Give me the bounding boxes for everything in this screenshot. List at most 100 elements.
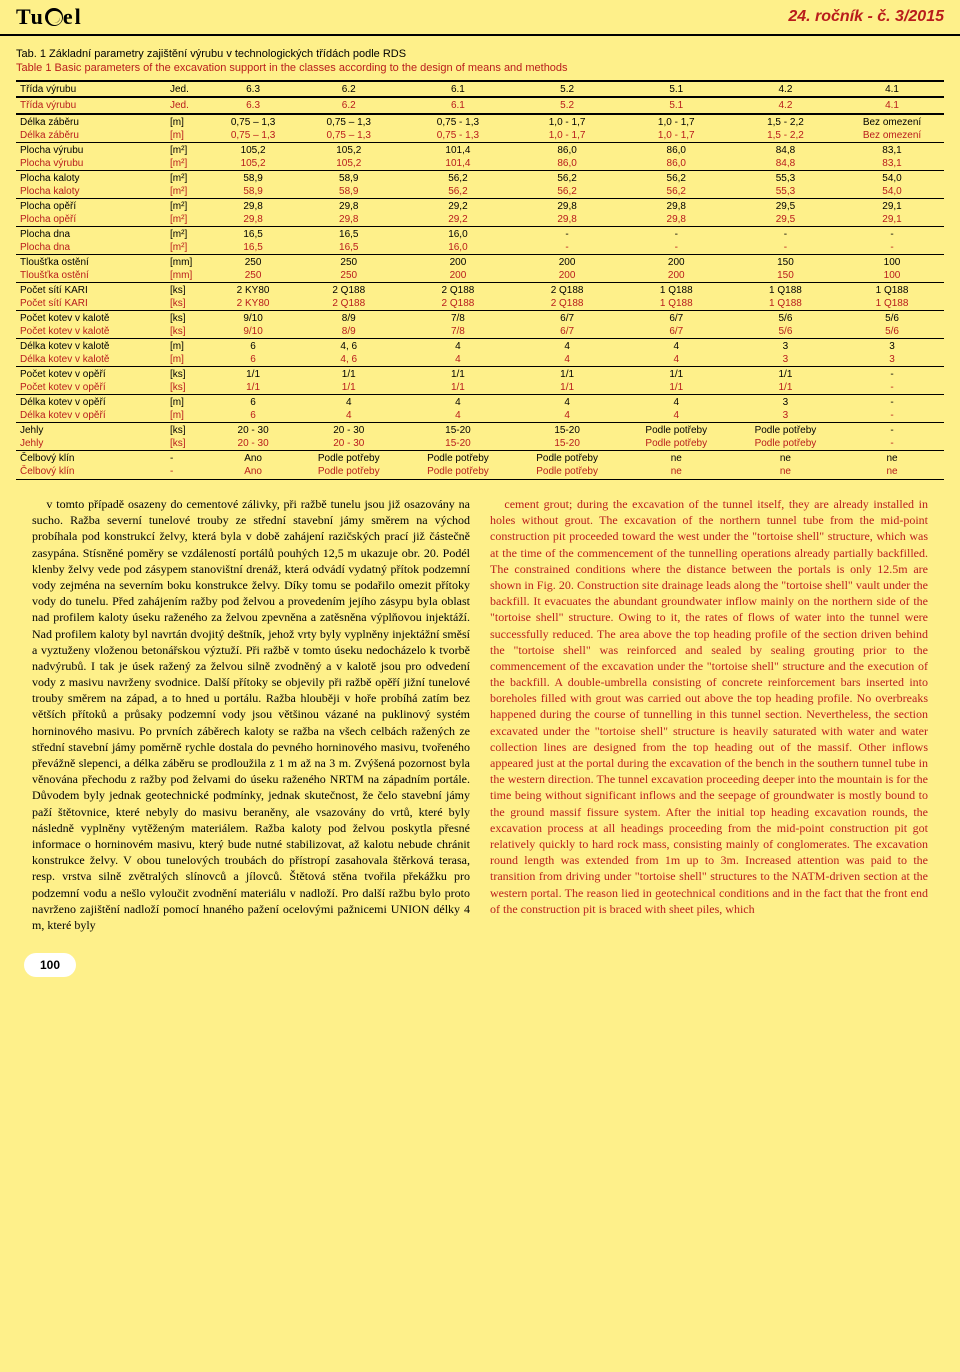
cell: 3	[731, 339, 840, 354]
row-unit-en: [m]	[166, 409, 212, 423]
row-label-cz: Počet kotev v opěří	[16, 367, 166, 382]
row-label-cz: Plocha opěří	[16, 199, 166, 214]
cell: 55,3	[731, 171, 840, 186]
cell: 58,9	[212, 171, 294, 186]
cell: 0,75 – 1,3	[294, 129, 403, 143]
cell: 1 Q188	[731, 297, 840, 311]
cell: 56,2	[403, 171, 512, 186]
cell: Podle potřeby	[513, 451, 622, 466]
row-unit-en: [ks]	[166, 297, 212, 311]
row-unit-en: [ks]	[166, 437, 212, 451]
table-header-col: 6.2	[294, 97, 403, 114]
row-unit-cz: [ks]	[166, 283, 212, 298]
cell: -	[513, 227, 622, 242]
cell: 150	[731, 255, 840, 270]
row-label-cz: Délka záběru	[16, 114, 166, 129]
cell: ne	[731, 451, 840, 466]
cell: 29,8	[513, 199, 622, 214]
cell: 100	[840, 255, 944, 270]
cell: 58,9	[294, 185, 403, 199]
row-unit-cz: -	[166, 451, 212, 466]
cell: 4	[513, 353, 622, 367]
cell: 1/1	[212, 381, 294, 395]
cell: 2 Q188	[513, 283, 622, 298]
cell: 4	[403, 409, 512, 423]
cell: Bez omezení	[840, 114, 944, 129]
cell: -	[731, 241, 840, 255]
cell: 56,2	[622, 171, 731, 186]
cell: 200	[403, 269, 512, 283]
cell: 7/8	[403, 311, 512, 326]
cell: 56,2	[403, 185, 512, 199]
cell: 4	[513, 339, 622, 354]
cell: 4	[403, 395, 512, 410]
cell: 1,0 - 1,7	[513, 114, 622, 129]
cell: 4	[403, 339, 512, 354]
row-label-en: Jehly	[16, 437, 166, 451]
row-label-cz: Počet kotev v kalotě	[16, 311, 166, 326]
cell: 1/1	[622, 367, 731, 382]
cell: 1/1	[403, 367, 512, 382]
row-label-en: Délka záběru	[16, 129, 166, 143]
row-label-cz: Plocha dna	[16, 227, 166, 242]
row-label-en: Počet sítí KARI	[16, 297, 166, 311]
cell: 1/1	[731, 367, 840, 382]
cell: Podle potřeby	[403, 465, 512, 480]
row-unit-en: [m]	[166, 129, 212, 143]
cell: 1 Q188	[622, 297, 731, 311]
page-number: 100	[24, 953, 76, 977]
table-head: Třída výrubuJed.6.36.26.15.25.14.24.1Tří…	[16, 81, 944, 114]
cell: 101,4	[403, 143, 512, 158]
cell: 2 Q188	[513, 297, 622, 311]
cell: Ano	[212, 465, 294, 480]
cell: 6	[212, 339, 294, 354]
cell: ne	[622, 451, 731, 466]
row-unit-cz: [m²]	[166, 143, 212, 158]
cell: 200	[513, 269, 622, 283]
row-label-cz: Plocha kaloty	[16, 171, 166, 186]
row-unit-en: [mm]	[166, 269, 212, 283]
cell: -	[731, 227, 840, 242]
table-header-label: Třída výrubu	[16, 81, 166, 97]
cell: 1/1	[294, 381, 403, 395]
row-label-cz: Počet sítí KARI	[16, 283, 166, 298]
cell: 0,75 – 1,3	[212, 129, 294, 143]
cell: 1/1	[513, 367, 622, 382]
cell: 29,1	[840, 199, 944, 214]
cell: 56,2	[513, 185, 622, 199]
cell: 3	[840, 339, 944, 354]
cell: Bez omezení	[840, 129, 944, 143]
row-unit-cz: [m]	[166, 339, 212, 354]
table-header-col: 6.1	[403, 81, 512, 97]
body-columns: v tomto případě osazeny do cementové zál…	[0, 484, 960, 953]
cell: -	[840, 423, 944, 438]
row-label-cz: Jehly	[16, 423, 166, 438]
logo: Tuel	[16, 4, 83, 30]
row-unit-en: [ks]	[166, 325, 212, 339]
cell: 1,5 - 2,2	[731, 129, 840, 143]
cell: 1/1	[294, 367, 403, 382]
cell: 3	[731, 409, 840, 423]
cell: -	[840, 437, 944, 451]
cell: 4	[622, 353, 731, 367]
cell: 1,0 - 1,7	[513, 129, 622, 143]
cell: 86,0	[622, 157, 731, 171]
cell: 250	[212, 269, 294, 283]
row-unit-cz: [m²]	[166, 227, 212, 242]
cell: 5/6	[840, 311, 944, 326]
cell: 200	[403, 255, 512, 270]
cell: 6	[212, 409, 294, 423]
body-col-left: v tomto případě osazeny do cementové zál…	[32, 496, 470, 933]
row-unit-cz: [ks]	[166, 423, 212, 438]
cell: 16,0	[403, 241, 512, 255]
cell: 105,2	[294, 143, 403, 158]
cell: 55,3	[731, 185, 840, 199]
cell: 86,0	[513, 143, 622, 158]
table-header-col: 5.2	[513, 81, 622, 97]
cell: 4	[622, 409, 731, 423]
cell: 1,0 - 1,7	[622, 129, 731, 143]
cell: 15-20	[403, 437, 512, 451]
cell: 7/8	[403, 325, 512, 339]
issue-label: 24. ročník - č. 3/2015	[788, 8, 944, 26]
row-label-cz: Délka kotev v kalotě	[16, 339, 166, 354]
